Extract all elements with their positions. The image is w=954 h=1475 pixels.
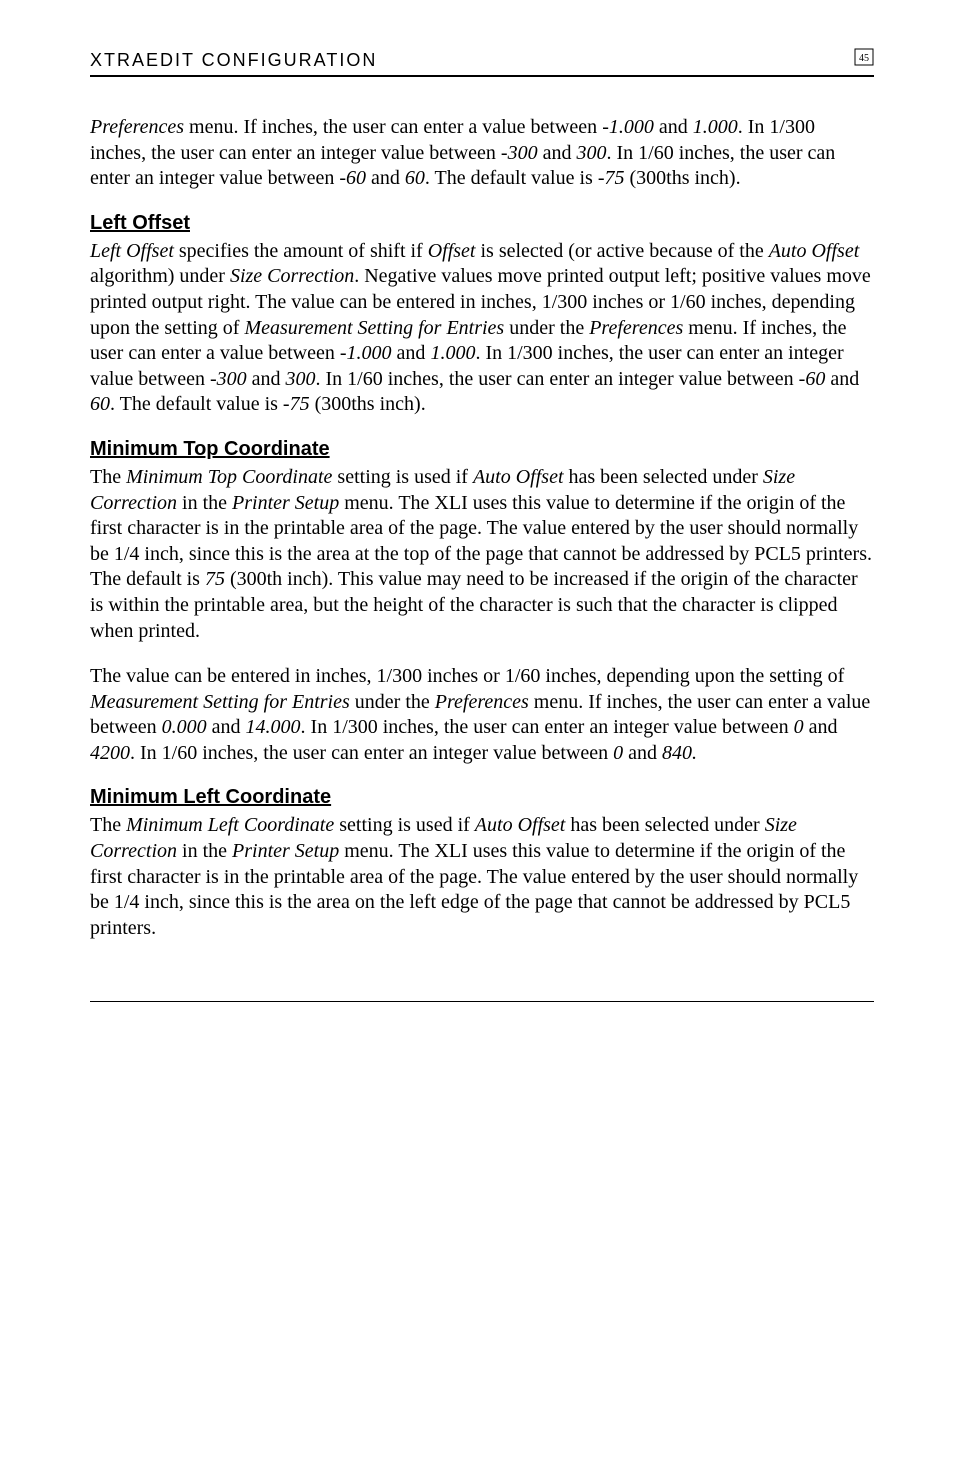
italic-text: Offset [428,240,476,262]
italic-text: 300 [576,142,606,164]
page-header: XTRAEDIT CONFIGURATION 45 [90,48,874,77]
italic-text: -300 [210,368,247,390]
page-container: XTRAEDIT CONFIGURATION 45 Preferences me… [0,0,954,1062]
section-heading: Left Offset [90,212,874,235]
italic-text: 75 [205,568,225,590]
page-number-icon: 45 [854,48,874,71]
italic-text: 0 [613,742,623,764]
italic-text: 60 [90,393,110,415]
italic-text: -75 [283,393,310,415]
italic-text: Printer Setup [232,492,339,514]
section-left-offset: Left Offset Left Offset specifies the am… [90,212,874,418]
italic-text: 840. [662,742,697,764]
footer-rule [90,1001,874,1002]
italic-text: Size Correction [230,265,354,287]
italic-text: 14.000 [246,716,301,738]
italic-text: 4200 [90,742,130,764]
italic-text: 1.000 [430,342,475,364]
italic-text: 300 [286,368,316,390]
italic-text: 0.000 [162,716,207,738]
italic-text: -300 [501,142,538,164]
italic-text: -60 [339,167,366,189]
italic-text: Auto Offset [475,814,566,836]
italic-text: 0 [794,716,804,738]
italic-text: -75 [598,167,625,189]
italic-text: Measurement Setting for Entries [244,317,504,339]
body-paragraph: The Minimum Top Coordinate setting is us… [90,465,874,644]
italic-text: Left Offset [90,240,174,262]
intro-paragraph: Preferences menu. If inches, the user ca… [90,115,874,192]
body-paragraph: Left Offset specifies the amount of shif… [90,239,874,418]
section-min-left-coord: Minimum Left Coordinate The Minimum Left… [90,786,874,941]
italic-text: -1.000 [340,342,392,364]
italic-text: -60 [799,368,826,390]
italic-text: Printer Setup [232,840,339,862]
italic-text: Auto Offset [473,466,564,488]
svg-text:45: 45 [859,53,869,64]
italic-text: 1.000 [693,116,738,138]
italic-text: Measurement Setting for Entries [90,691,350,713]
body-paragraph: The Minimum Left Coordinate setting is u… [90,813,874,941]
italic-text: 60 [405,167,425,189]
italic-text: Preferences [589,317,683,339]
body-paragraph: The value can be entered in inches, 1/30… [90,664,874,766]
italic-text: Auto Offset [769,240,860,262]
section-heading: Minimum Left Coordinate [90,786,874,809]
italic-text: Minimum Left Coordinate [126,814,334,836]
italic-text: Preferences [435,691,529,713]
italic-text: Minimum Top Coordinate [126,466,332,488]
italic-text: -1.000 [602,116,654,138]
section-heading: Minimum Top Coordinate [90,438,874,461]
running-head: XTRAEDIT CONFIGURATION [90,50,377,71]
italic-text: Preferences [90,116,184,138]
section-min-top-coord: Minimum Top Coordinate The Minimum Top C… [90,438,874,767]
